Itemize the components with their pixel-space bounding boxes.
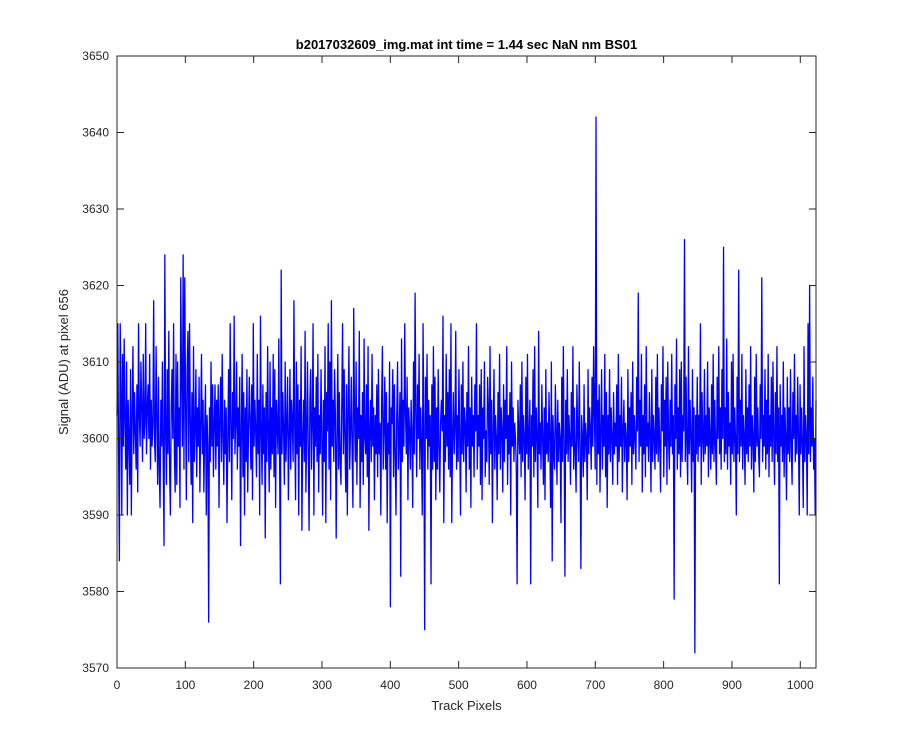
x-tick-label: 300 xyxy=(312,678,332,692)
y-tick-label: 3570 xyxy=(82,661,109,675)
x-tick-label: 1000 xyxy=(787,678,814,692)
y-axis: 3570 3580 3590 3600 3610 3620 3630 3640 3650 xyxy=(82,49,816,675)
x-tick-label: 0 xyxy=(114,678,121,692)
y-tick-label: 3600 xyxy=(82,432,109,446)
y-tick-label: 3630 xyxy=(82,202,109,216)
x-tick-label: 400 xyxy=(380,678,400,692)
chart-title: b2017032609_img.mat int time = 1.44 sec … xyxy=(296,37,637,52)
x-tick-label: 100 xyxy=(175,678,195,692)
y-axis-label: Signal (ADU) at pixel 656 xyxy=(56,289,71,435)
y-tick-label: 3620 xyxy=(82,279,109,293)
y-tick-label: 3650 xyxy=(82,49,109,63)
signal-series-line xyxy=(116,116,817,654)
x-tick-label: 600 xyxy=(517,678,537,692)
x-tick-label: 800 xyxy=(654,678,674,692)
y-tick-label: 3590 xyxy=(82,508,109,522)
x-axis-label: Track Pixels xyxy=(431,698,502,713)
y-tick-label: 3640 xyxy=(82,126,109,140)
y-tick-label: 3610 xyxy=(82,355,109,369)
x-axis: 0 100 200 300 400 500 600 700 800 900 1000 xyxy=(114,56,814,692)
x-tick-label: 200 xyxy=(244,678,264,692)
x-tick-label: 500 xyxy=(449,678,469,692)
x-tick-label: 700 xyxy=(585,678,605,692)
x-tick-label: 900 xyxy=(722,678,742,692)
y-tick-label: 3580 xyxy=(82,585,109,599)
series-layer xyxy=(116,116,817,654)
